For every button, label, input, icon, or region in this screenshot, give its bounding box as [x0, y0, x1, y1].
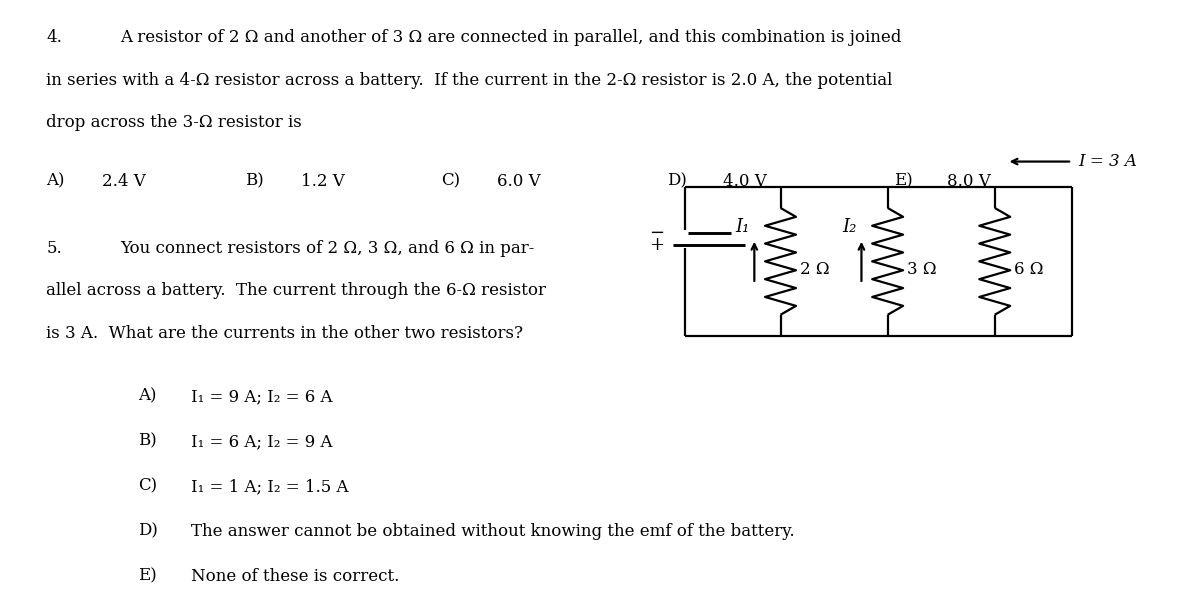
Text: E): E) — [893, 173, 913, 190]
Text: The answer cannot be obtained without knowing the emf of the battery.: The answer cannot be obtained without kn… — [191, 523, 795, 540]
Text: I = 3 A: I = 3 A — [1078, 153, 1137, 170]
Text: D): D) — [667, 173, 687, 190]
Text: D): D) — [137, 523, 158, 540]
Text: −: − — [649, 224, 663, 242]
Text: 2.4 V: 2.4 V — [102, 173, 146, 190]
Text: B): B) — [244, 173, 264, 190]
Text: 1.2 V: 1.2 V — [301, 173, 344, 190]
Text: A): A) — [46, 173, 65, 190]
Text: A resistor of 2 Ω and another of 3 Ω are connected in parallel, and this combina: A resistor of 2 Ω and another of 3 Ω are… — [120, 30, 902, 46]
Text: I₁ = 1 A; I₂ = 1.5 A: I₁ = 1 A; I₂ = 1.5 A — [191, 478, 349, 495]
Text: C): C) — [137, 478, 157, 495]
Text: I₁: I₁ — [736, 218, 750, 236]
Text: You connect resistors of 2 Ω, 3 Ω, and 6 Ω in par-: You connect resistors of 2 Ω, 3 Ω, and 6… — [120, 240, 535, 258]
Text: drop across the 3-Ω resistor is: drop across the 3-Ω resistor is — [46, 114, 302, 131]
Text: 6 Ω: 6 Ω — [1014, 261, 1044, 278]
Text: 8.0 V: 8.0 V — [948, 173, 991, 190]
Text: E): E) — [137, 568, 157, 585]
Text: I₁ = 9 A; I₂ = 6 A: I₁ = 9 A; I₂ = 6 A — [191, 388, 334, 405]
Text: 3 Ω: 3 Ω — [907, 261, 937, 278]
Text: in series with a 4-Ω resistor across a battery.  If the current in the 2-Ω resis: in series with a 4-Ω resistor across a b… — [46, 72, 892, 89]
Text: 6.0 V: 6.0 V — [497, 173, 541, 190]
Text: is 3 A.  What are the currents in the other two resistors?: is 3 A. What are the currents in the oth… — [46, 324, 524, 342]
Text: 2 Ω: 2 Ω — [799, 261, 830, 278]
Text: C): C) — [442, 173, 460, 190]
Text: B): B) — [137, 433, 157, 450]
Text: I₁ = 6 A; I₂ = 9 A: I₁ = 6 A; I₂ = 9 A — [191, 433, 334, 450]
Text: 4.0 V: 4.0 V — [724, 173, 767, 190]
Text: None of these is correct.: None of these is correct. — [191, 568, 400, 585]
Text: +: + — [649, 236, 663, 254]
Text: A): A) — [137, 388, 157, 405]
Text: I₂: I₂ — [843, 218, 857, 236]
Text: allel across a battery.  The current through the 6-Ω resistor: allel across a battery. The current thro… — [46, 282, 547, 300]
Text: 4.: 4. — [46, 30, 63, 46]
Text: 5.: 5. — [46, 240, 61, 258]
